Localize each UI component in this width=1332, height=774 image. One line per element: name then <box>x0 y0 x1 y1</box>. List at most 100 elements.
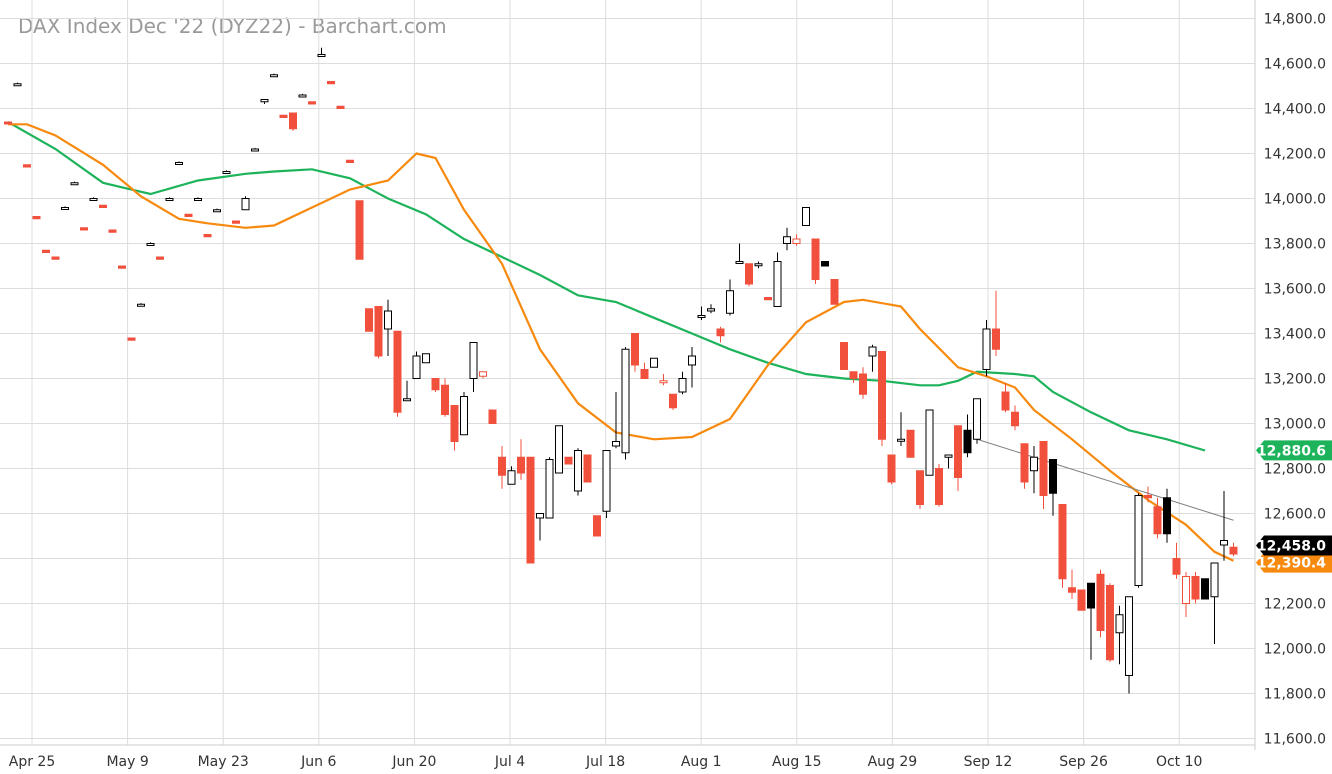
candle-body <box>1077 589 1086 611</box>
candle <box>460 392 468 436</box>
y-tick-label: 11,800.0 <box>1264 687 1326 703</box>
candle <box>650 357 658 368</box>
candle-body <box>1182 576 1190 604</box>
y-tick-label: 13,000.0 <box>1264 417 1326 433</box>
x-tick-label: Oct 10 <box>1156 754 1202 770</box>
candle-body <box>403 398 411 402</box>
candle <box>156 256 164 260</box>
candle <box>241 196 250 211</box>
candle <box>1020 443 1029 489</box>
candle-body <box>583 454 592 483</box>
fast-ma-price-label: 12,390.4 <box>1256 552 1332 573</box>
candle <box>916 470 924 509</box>
candle <box>89 197 98 201</box>
candle-body <box>127 337 136 341</box>
candle <box>1182 572 1190 617</box>
candle-body <box>232 220 240 224</box>
candle <box>1201 578 1209 600</box>
candle <box>384 299 392 356</box>
candle-body <box>678 378 687 393</box>
candle <box>707 304 715 314</box>
candle-body <box>963 429 972 454</box>
y-tick-label: 14,800.0 <box>1264 12 1326 28</box>
candle-body <box>42 249 50 253</box>
y-tick-label: 13,600.0 <box>1264 282 1326 298</box>
candle <box>137 303 145 307</box>
candle-body <box>4 121 12 125</box>
candle-body <box>70 182 79 186</box>
candle-body <box>1011 411 1019 427</box>
candle <box>507 466 516 485</box>
candle-body <box>935 468 943 505</box>
candle-body <box>241 198 250 211</box>
x-tick-label: Aug 1 <box>681 754 722 770</box>
candle-body <box>783 236 791 244</box>
candle <box>631 333 639 372</box>
candle-body <box>365 308 373 332</box>
candle-body <box>925 409 934 476</box>
candle-body <box>1039 441 1048 496</box>
x-tick-label: May 23 <box>198 754 249 770</box>
y-tick-label: 12,000.0 <box>1264 642 1326 658</box>
candle-body <box>792 238 801 244</box>
fast-moving-average <box>8 123 1234 562</box>
candle-body <box>260 99 269 103</box>
candle <box>355 200 364 260</box>
candle-body <box>507 470 516 485</box>
candle-body <box>659 380 668 384</box>
x-tick-label: Apr 25 <box>9 754 55 770</box>
candle-body <box>574 450 582 492</box>
y-tick-label: 14,200.0 <box>1264 147 1326 163</box>
candles <box>4 47 1238 694</box>
trend-line-segment <box>976 438 1234 521</box>
y-tick-label: 13,200.0 <box>1264 372 1326 388</box>
candle <box>697 306 706 320</box>
candle-body <box>137 303 145 307</box>
candle <box>574 448 582 496</box>
candle-body <box>1125 596 1133 676</box>
candle <box>118 265 126 269</box>
candle-body <box>840 342 848 370</box>
candle <box>469 342 478 392</box>
candle <box>878 351 886 446</box>
candle-body <box>878 351 886 440</box>
candle-body <box>194 198 202 201</box>
candle <box>640 362 649 379</box>
candle <box>688 347 696 388</box>
candle-body <box>1001 391 1010 411</box>
candle <box>1153 497 1162 539</box>
candle-body <box>545 459 554 519</box>
candle-body <box>859 373 867 395</box>
candle-body <box>764 297 772 301</box>
candle <box>13 82 22 87</box>
x-tick-label: May 9 <box>106 754 148 770</box>
candle <box>1049 459 1057 516</box>
candle <box>745 263 753 287</box>
slow-ma-line <box>7 121 1206 452</box>
price-labels: 12,880.6 12,390.4 12,458.0 <box>1256 440 1332 573</box>
slow-ma-price-label-bg <box>1256 440 1332 461</box>
candle-body <box>298 94 307 98</box>
candle-body <box>868 346 877 357</box>
candle <box>393 330 402 417</box>
candle <box>479 371 487 379</box>
candle <box>868 344 877 372</box>
candle <box>61 206 69 210</box>
candle <box>1115 605 1124 665</box>
candle <box>849 371 858 383</box>
candle <box>982 320 991 377</box>
candle-body <box>1049 459 1057 494</box>
candle <box>1068 569 1076 599</box>
candle-body <box>32 216 41 220</box>
candle <box>1001 383 1010 413</box>
candle-body <box>1144 495 1152 499</box>
candle-body <box>441 384 449 415</box>
candle <box>811 238 820 284</box>
candle-body <box>517 456 525 474</box>
last-price-label: 12,458.0 <box>1256 535 1332 556</box>
candle-body <box>355 200 364 260</box>
x-tick-label: Sep 12 <box>964 754 1013 770</box>
candle-body <box>1191 576 1200 600</box>
candle <box>431 378 440 392</box>
